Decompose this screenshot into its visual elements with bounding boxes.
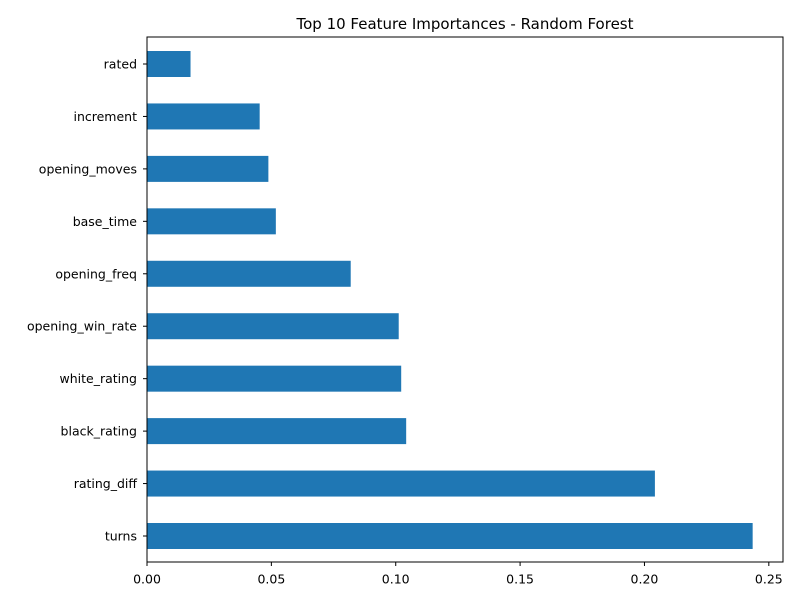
- x-tick-label: 0.15: [506, 572, 534, 587]
- bar-opening-win-rate: [147, 313, 399, 340]
- bar-base-time: [147, 208, 276, 235]
- bar-turns: [147, 523, 753, 549]
- bars-group: [147, 51, 753, 549]
- y-tick-label: black_rating: [61, 424, 137, 439]
- x-tick-label: 0.05: [257, 572, 285, 587]
- plot-area-frame: [146, 36, 784, 563]
- x-tick-label: 0.25: [755, 572, 783, 587]
- y-tick-label: increment: [73, 109, 137, 124]
- y-tick-label: rating_diff: [74, 476, 138, 491]
- x-tick-label: 0.00: [133, 572, 161, 587]
- y-tick-label: base_time: [73, 214, 138, 229]
- x-axis: 0.00 0.05 0.10 0.15 0.20 0.25: [133, 562, 783, 587]
- bar-rated: [147, 51, 191, 77]
- bar-black-rating: [147, 418, 407, 445]
- y-tick-label: opening_moves: [39, 161, 137, 176]
- y-axis: turns rating_diff black_rating white_rating…: [27, 57, 147, 544]
- x-tick-label: 0.20: [631, 572, 659, 587]
- y-tick-label: turns: [105, 529, 137, 544]
- bar-rating-diff: [147, 470, 655, 497]
- y-tick-label: opening_freq: [55, 266, 137, 281]
- y-tick-label: opening_win_rate: [27, 319, 137, 334]
- chart-title: Top 10 Feature Importances - Random Fore…: [295, 15, 633, 33]
- y-tick-label: white_rating: [60, 371, 138, 386]
- bar-opening-moves: [147, 155, 269, 182]
- bar-opening-freq: [147, 260, 351, 287]
- bar-white-rating: [147, 365, 402, 392]
- bar-increment: [147, 103, 260, 130]
- y-tick-label: rated: [104, 57, 137, 72]
- x-tick-label: 0.10: [382, 572, 410, 587]
